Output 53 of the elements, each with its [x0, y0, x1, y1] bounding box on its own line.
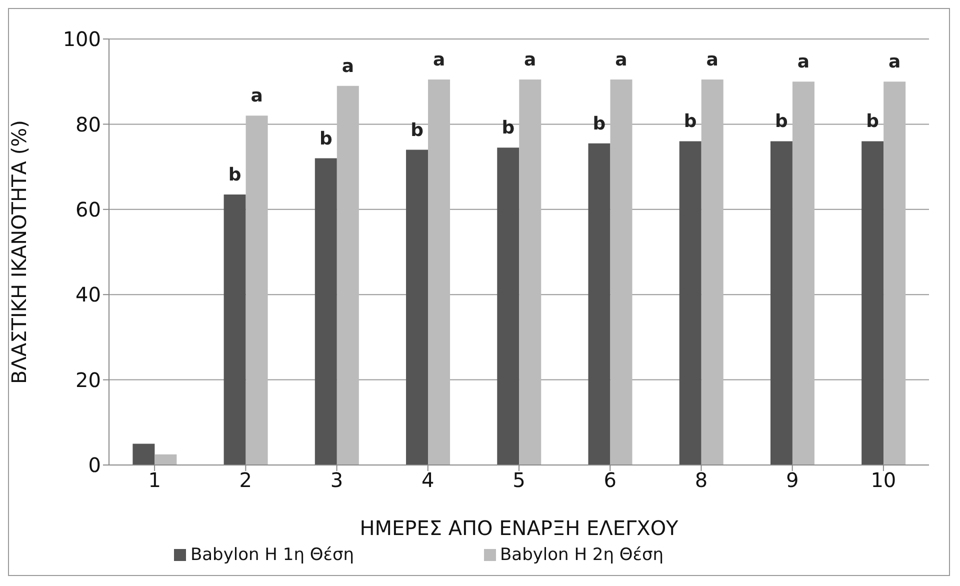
x-tick-label: 3	[330, 468, 344, 492]
bar	[428, 79, 450, 465]
legend-label: Babylon H 1η Θέση	[190, 545, 354, 565]
annotation: b	[319, 128, 332, 150]
y-tick-label: 20	[76, 368, 101, 392]
annotation: a	[432, 49, 446, 70]
bar	[792, 82, 814, 465]
annotation: b	[684, 111, 697, 132]
bar	[770, 141, 792, 465]
annotation: b	[592, 113, 606, 134]
x-tick-label: 5	[512, 468, 526, 492]
annotation: a	[797, 52, 810, 73]
x-tick-label: 9	[786, 468, 799, 492]
annotation: b	[775, 111, 788, 132]
x-tick-label: 6	[604, 468, 616, 492]
y-tick-label: 0	[88, 453, 101, 478]
annotation: a	[706, 49, 718, 70]
y-tick-label: 60	[76, 198, 101, 222]
bar	[862, 141, 884, 465]
bar	[132, 444, 155, 465]
bar	[336, 86, 359, 465]
annotation: b	[410, 120, 424, 141]
bar	[519, 79, 542, 465]
annotation: b	[228, 164, 242, 186]
bar	[588, 143, 610, 465]
x-tick-label: 4	[422, 468, 434, 492]
annotation: b	[866, 111, 880, 132]
annotation: b	[502, 118, 515, 139]
x-axis-title: ΗΜΕΡΕΣ ΑΠΟ ΕΝΑΡΞΗ ΕΛΕΓΧΟΥ	[360, 516, 680, 540]
annotation: a	[888, 52, 901, 73]
y-tick-label: 80	[76, 112, 101, 136]
y-tick-label: 100	[62, 27, 101, 52]
annotation: a	[524, 49, 536, 70]
y-tick-label: 40	[76, 282, 101, 307]
bar	[884, 82, 906, 465]
bar	[154, 454, 177, 465]
bar	[314, 158, 337, 465]
annotation: a	[250, 86, 263, 107]
annotation: a	[615, 49, 628, 70]
bar	[224, 194, 246, 465]
x-tick-label: 10	[870, 468, 896, 492]
bar	[610, 79, 632, 465]
bar	[701, 79, 724, 465]
bar	[406, 150, 428, 465]
x-tick-label: 1	[148, 468, 161, 492]
bar	[497, 148, 520, 465]
y-axis-title: ΒΛΑΣΤΙΚΗ ΙΚΑΝΟΤΗΤΑ (%)	[7, 120, 32, 384]
bar	[246, 116, 268, 465]
bar	[679, 141, 702, 465]
legend-label: Babylon H 2η Θέση	[500, 545, 664, 565]
x-tick-label: 2	[239, 468, 252, 492]
x-tick-label: 8	[694, 468, 708, 492]
annotation: a	[342, 56, 354, 77]
